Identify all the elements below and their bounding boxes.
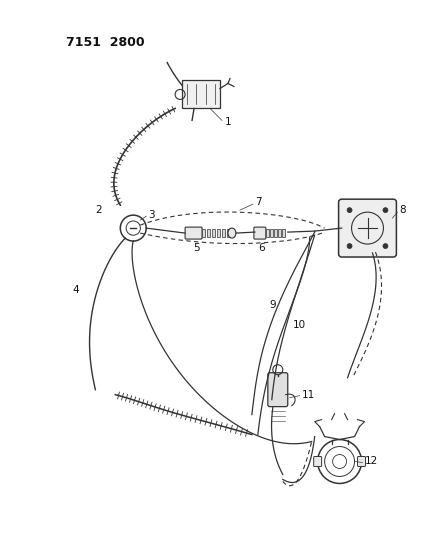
FancyBboxPatch shape <box>254 227 266 239</box>
Text: 6: 6 <box>258 243 265 253</box>
Text: 5: 5 <box>193 243 200 253</box>
Bar <box>202 229 205 237</box>
Bar <box>207 229 210 237</box>
Circle shape <box>347 208 352 213</box>
Text: 3: 3 <box>148 210 155 220</box>
Text: 7151  2800: 7151 2800 <box>66 36 145 49</box>
Text: 2: 2 <box>95 205 102 215</box>
Text: 12: 12 <box>365 456 378 466</box>
Text: 7: 7 <box>255 197 262 207</box>
Bar <box>278 229 281 237</box>
Circle shape <box>383 244 388 248</box>
Text: 1: 1 <box>225 117 232 127</box>
Bar <box>182 80 220 108</box>
Text: 8: 8 <box>399 205 406 215</box>
Bar <box>212 229 215 237</box>
Circle shape <box>383 208 388 213</box>
Bar <box>222 229 225 237</box>
Circle shape <box>347 244 352 248</box>
Bar <box>282 229 285 237</box>
FancyBboxPatch shape <box>185 227 202 239</box>
FancyBboxPatch shape <box>339 199 396 257</box>
Bar <box>227 229 230 237</box>
FancyBboxPatch shape <box>357 456 366 466</box>
Bar <box>274 229 277 237</box>
Bar <box>270 229 273 237</box>
Ellipse shape <box>228 228 236 238</box>
Text: 9: 9 <box>270 300 276 310</box>
Text: 10: 10 <box>293 320 306 330</box>
Text: 11: 11 <box>302 390 315 400</box>
FancyBboxPatch shape <box>268 373 288 407</box>
Bar <box>217 229 220 237</box>
Bar <box>266 229 269 237</box>
FancyBboxPatch shape <box>314 456 322 466</box>
Text: 4: 4 <box>72 285 79 295</box>
